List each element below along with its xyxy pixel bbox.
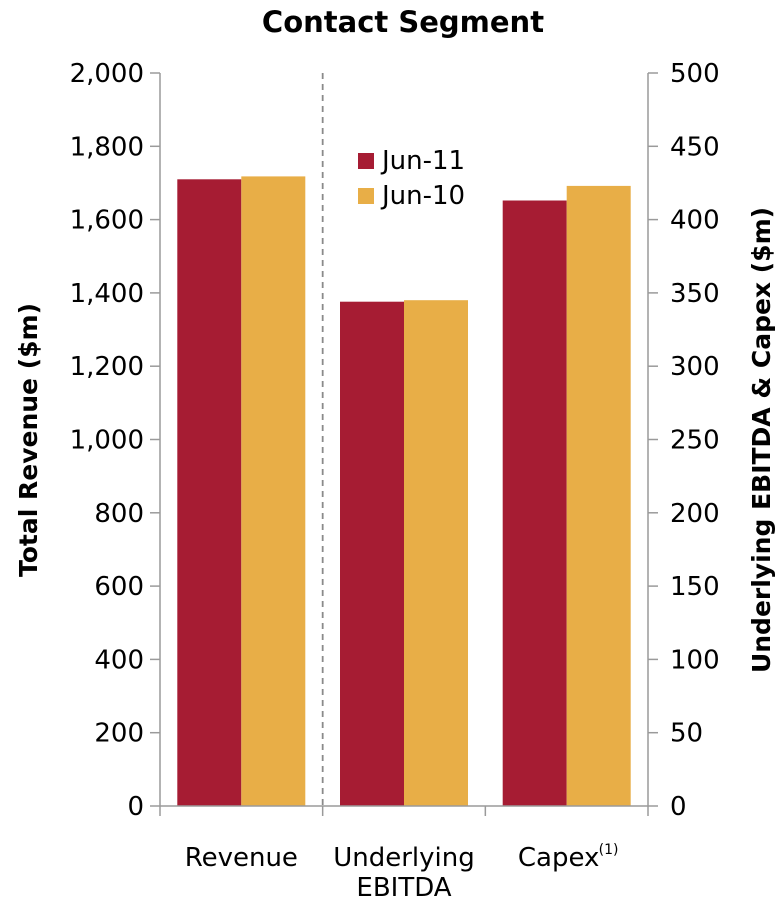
- right-tick-label: 300: [670, 352, 720, 382]
- category-label-superscript: (1): [599, 842, 619, 858]
- category-label: Revenue: [185, 843, 298, 873]
- left-tick-label: 800: [94, 499, 144, 529]
- left-tick-label: 1,000: [70, 426, 144, 456]
- right-tick-label: 150: [670, 572, 720, 602]
- left-axis-title: Total Revenue ($m): [14, 303, 43, 577]
- legend-swatch-jun-11: [358, 153, 374, 169]
- left-tick-label: 1,400: [70, 279, 144, 309]
- left-tick-label: 1,800: [70, 132, 144, 162]
- left-tick-label: 0: [127, 792, 144, 822]
- legend-label: Jun-10: [380, 181, 465, 211]
- bar-jun-10-revenue: [241, 176, 306, 806]
- right-tick-label: 200: [670, 499, 720, 529]
- right-tick-label: 500: [670, 59, 720, 89]
- right-tick-label: 0: [670, 792, 687, 822]
- legend-swatch-jun-10: [358, 188, 374, 204]
- left-tick-label: 600: [94, 572, 144, 602]
- bar-jun-11-revenue: [177, 179, 242, 807]
- right-tick-label: 250: [670, 426, 720, 456]
- left-tick-label: 1,200: [70, 352, 144, 382]
- right-tick-label: 50: [670, 719, 703, 749]
- bar-jun-10-underlying-ebitda: [404, 300, 468, 806]
- bar-jun-10-capex: [566, 185, 631, 806]
- legend: Jun-11 Jun-10: [358, 146, 465, 211]
- category-label: Capex: [518, 843, 600, 873]
- bars-group: [177, 176, 631, 807]
- right-axis-title: Underlying EBITDA & Capex ($m): [747, 207, 776, 673]
- left-tick-label: 400: [94, 645, 144, 675]
- category-label: EBITDA: [356, 873, 451, 903]
- chart-title: Contact Segment: [262, 5, 544, 39]
- right-tick-label: 100: [670, 645, 720, 675]
- bar-jun-11-capex: [502, 200, 567, 806]
- right-tick-label: 400: [670, 206, 720, 236]
- right-tick-label: 350: [670, 279, 720, 309]
- legend-label: Jun-11: [380, 146, 465, 176]
- ticks-group: 0 200 400 600 800 1,000 1,200 1,400 1,600 1,800 2,…: [70, 59, 720, 822]
- left-tick-label: 2,000: [70, 59, 144, 89]
- category-label: Underlying: [333, 843, 475, 873]
- right-tick-label: 450: [670, 132, 720, 162]
- bar-jun-11-underlying-ebitda: [340, 301, 404, 806]
- left-tick-label: 200: [94, 719, 144, 749]
- left-tick-label: 1,600: [70, 206, 144, 236]
